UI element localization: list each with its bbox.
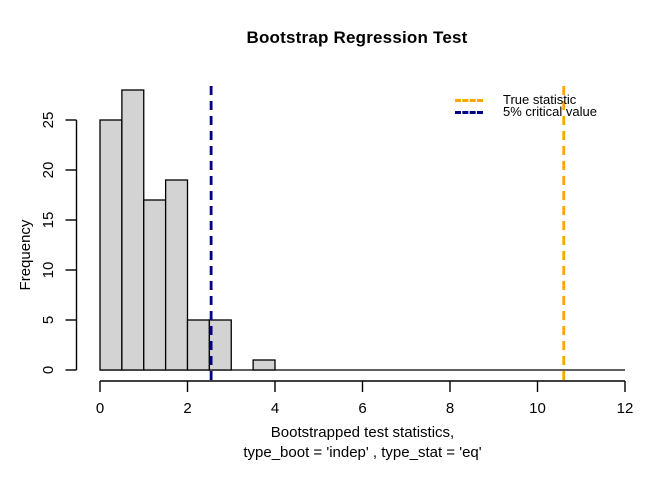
legend-item-true-statistic: True statistic [455,92,597,107]
histogram-bar [99,119,123,371]
histogram-bar [252,359,276,371]
chart-title: Bootstrap Regression Test [246,28,468,47]
x-axis-tick-label: 0 [96,400,104,417]
true-statistic-dashed-line-swatch [455,98,483,102]
critical-value-dashed-line-swatch [455,110,483,114]
x-axis-label-line1: Bootstrapped test statistics, [270,424,455,441]
y-axis-label: Frequency [17,219,34,291]
x-axis-tick-label: 2 [183,400,191,417]
legend-item-critical-value: 5% critical value [455,104,597,119]
y-axis-tick-label: 0 [40,366,57,374]
x-axis-tick-label: 12 [617,400,634,417]
y-axis-tick-label: 25 [40,112,57,129]
x-axis-tick-label: 10 [529,400,546,417]
histogram-bar [164,179,189,371]
x-axis-tick-label: 4 [271,400,279,417]
histogram-bar [208,319,232,371]
y-axis-tick-label: 10 [40,262,57,279]
legend: True statistic 5% critical value [455,92,597,119]
y-axis-tick-label: 5 [40,316,57,324]
histogram-bar [186,319,211,371]
y-axis-tick-label: 15 [40,212,57,229]
x-axis-tick-label: 8 [446,400,454,417]
y-axis-tick-label: 20 [40,162,57,179]
histogram-bar [143,199,167,371]
legend-label-critical-value: 5% critical value [503,104,597,119]
histogram-bar [121,89,145,371]
legend-label-true-statistic: True statistic [503,92,577,107]
x-axis-tick-label: 6 [358,400,366,417]
x-axis-label-line2: type_boot = 'indep' , type_stat = 'eq' [243,444,482,461]
